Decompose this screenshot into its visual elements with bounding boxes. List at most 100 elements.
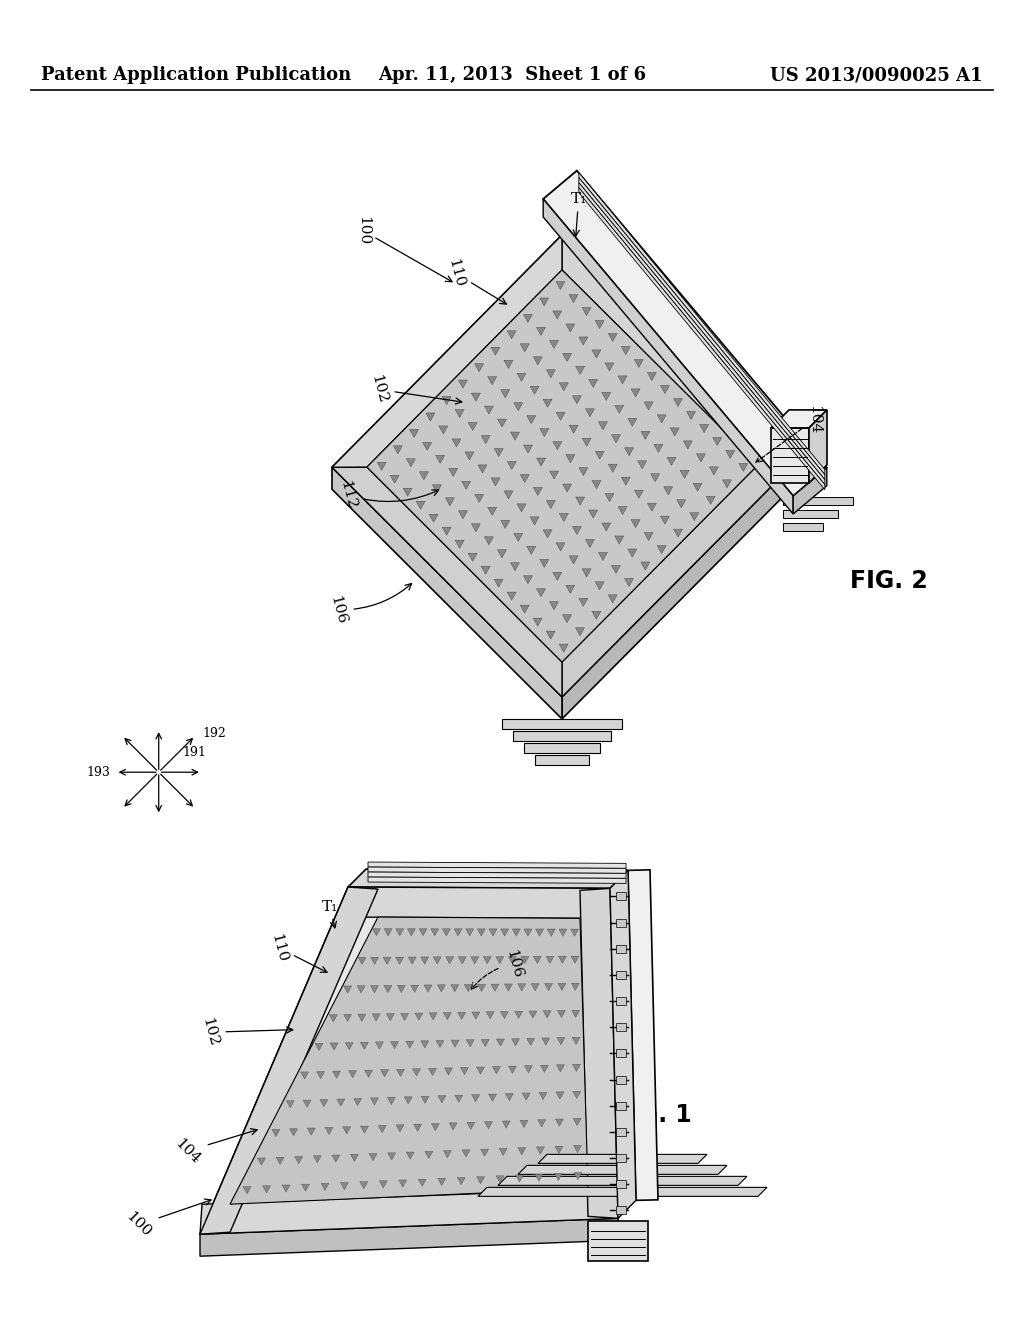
- Polygon shape: [379, 1181, 387, 1188]
- Polygon shape: [200, 1188, 618, 1234]
- Polygon shape: [388, 1152, 395, 1160]
- Polygon shape: [595, 321, 604, 329]
- Polygon shape: [618, 507, 627, 515]
- Polygon shape: [478, 465, 487, 473]
- Polygon shape: [546, 631, 555, 639]
- Polygon shape: [507, 462, 516, 470]
- Polygon shape: [536, 929, 544, 936]
- Polygon shape: [553, 573, 562, 581]
- Text: FIG. 2: FIG. 2: [850, 569, 928, 593]
- Polygon shape: [490, 985, 499, 991]
- Polygon shape: [478, 1188, 767, 1196]
- Polygon shape: [421, 1040, 429, 1048]
- Polygon shape: [396, 1069, 404, 1076]
- Polygon shape: [538, 1119, 546, 1127]
- Polygon shape: [421, 957, 429, 964]
- Bar: [616, 1180, 626, 1188]
- Polygon shape: [514, 533, 522, 541]
- Polygon shape: [555, 1146, 563, 1154]
- Polygon shape: [558, 983, 566, 990]
- Polygon shape: [400, 1014, 409, 1020]
- Bar: [616, 1102, 626, 1110]
- Polygon shape: [504, 360, 513, 368]
- Polygon shape: [579, 337, 588, 345]
- Polygon shape: [598, 552, 607, 561]
- Polygon shape: [690, 512, 698, 521]
- Polygon shape: [738, 463, 748, 471]
- Polygon shape: [436, 1040, 444, 1048]
- Polygon shape: [372, 1014, 380, 1022]
- Polygon shape: [559, 644, 568, 652]
- Polygon shape: [407, 1152, 414, 1159]
- Polygon shape: [569, 294, 578, 302]
- Polygon shape: [243, 1187, 251, 1193]
- Polygon shape: [507, 593, 516, 601]
- Polygon shape: [562, 235, 793, 487]
- Polygon shape: [498, 418, 507, 428]
- Polygon shape: [357, 1014, 366, 1022]
- Polygon shape: [411, 985, 419, 993]
- Polygon shape: [368, 873, 626, 878]
- Polygon shape: [566, 323, 574, 333]
- Polygon shape: [573, 1146, 582, 1152]
- Polygon shape: [442, 396, 452, 405]
- Polygon shape: [631, 520, 640, 528]
- Polygon shape: [350, 1154, 358, 1162]
- Polygon shape: [605, 494, 614, 502]
- Polygon shape: [535, 1175, 543, 1181]
- Polygon shape: [445, 957, 454, 964]
- Polygon shape: [287, 1101, 294, 1107]
- Polygon shape: [783, 496, 853, 504]
- Polygon shape: [476, 1176, 484, 1184]
- Polygon shape: [608, 334, 617, 342]
- Polygon shape: [348, 887, 610, 919]
- Polygon shape: [535, 755, 589, 766]
- Polygon shape: [452, 440, 461, 447]
- Polygon shape: [530, 387, 539, 395]
- Polygon shape: [602, 523, 610, 531]
- Polygon shape: [315, 1043, 323, 1051]
- Polygon shape: [319, 1100, 328, 1106]
- Polygon shape: [524, 1065, 532, 1073]
- Polygon shape: [486, 1011, 495, 1019]
- Polygon shape: [526, 416, 536, 424]
- Polygon shape: [332, 1155, 340, 1162]
- Polygon shape: [415, 1012, 423, 1020]
- Polygon shape: [534, 618, 542, 626]
- Polygon shape: [442, 929, 451, 936]
- Polygon shape: [410, 429, 419, 437]
- Polygon shape: [595, 582, 604, 590]
- Polygon shape: [550, 471, 559, 479]
- Polygon shape: [487, 507, 497, 515]
- Text: US 2013/0090025 A1: US 2013/0090025 A1: [770, 66, 983, 84]
- Polygon shape: [406, 1041, 414, 1048]
- Text: 193: 193: [87, 766, 111, 779]
- Polygon shape: [333, 1071, 341, 1078]
- Polygon shape: [472, 1094, 479, 1102]
- Polygon shape: [367, 271, 758, 661]
- Polygon shape: [462, 482, 471, 490]
- Polygon shape: [395, 957, 403, 965]
- Polygon shape: [484, 537, 494, 545]
- Polygon shape: [570, 929, 579, 936]
- Polygon shape: [562, 465, 793, 697]
- Polygon shape: [466, 1040, 474, 1047]
- Polygon shape: [371, 957, 379, 965]
- Polygon shape: [429, 515, 438, 523]
- Polygon shape: [605, 363, 614, 371]
- Polygon shape: [713, 437, 722, 446]
- Polygon shape: [572, 1064, 581, 1072]
- Polygon shape: [547, 500, 555, 508]
- Polygon shape: [443, 1151, 452, 1158]
- Polygon shape: [390, 475, 399, 483]
- Polygon shape: [481, 566, 490, 574]
- Polygon shape: [526, 1039, 535, 1045]
- Polygon shape: [481, 436, 490, 444]
- Polygon shape: [683, 441, 692, 449]
- Polygon shape: [707, 496, 715, 504]
- Polygon shape: [512, 929, 520, 936]
- Polygon shape: [484, 407, 494, 414]
- Polygon shape: [426, 413, 435, 421]
- Polygon shape: [555, 1119, 563, 1126]
- Polygon shape: [343, 1127, 351, 1134]
